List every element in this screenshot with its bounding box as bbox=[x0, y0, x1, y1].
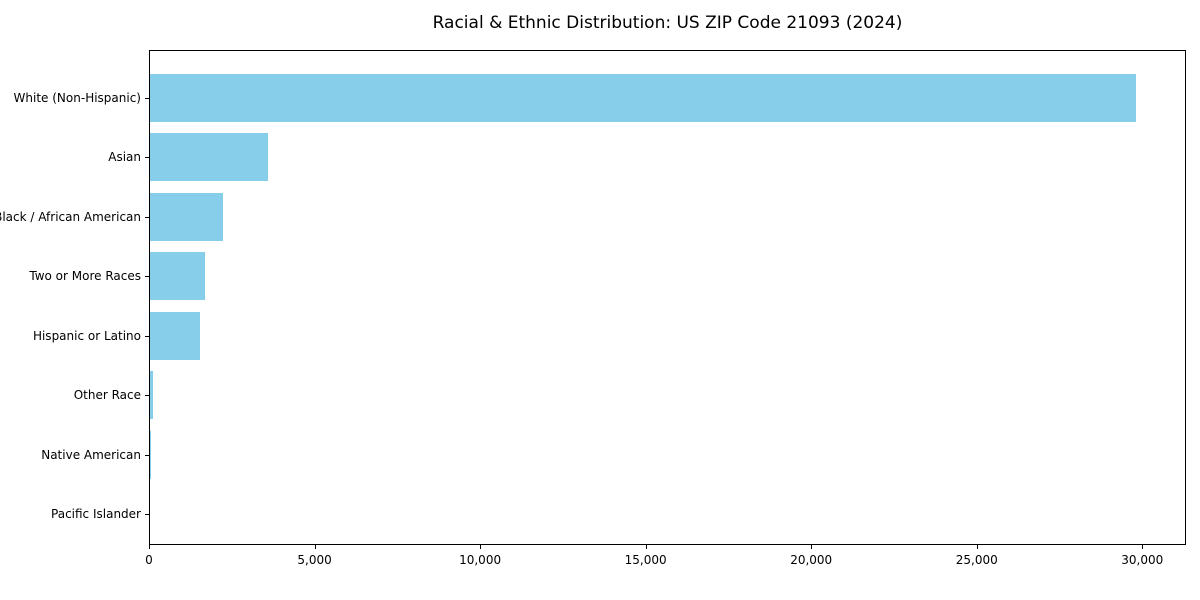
plot-area bbox=[149, 50, 1186, 545]
x-tick-mark bbox=[976, 545, 978, 549]
x-tick-label: 5,000 bbox=[297, 553, 332, 567]
x-tick-label: 15,000 bbox=[624, 553, 667, 567]
bar-black-african-american bbox=[150, 192, 223, 241]
x-tick-mark bbox=[314, 545, 316, 549]
category-label: Hispanic or Latino bbox=[32, 328, 141, 343]
y-tick-mark bbox=[145, 216, 149, 218]
bar-white-non-hispanic bbox=[150, 73, 1136, 122]
bar-hispanic-or-latino bbox=[150, 311, 200, 360]
category-label: White (Non-Hispanic) bbox=[13, 90, 141, 105]
y-tick-mark bbox=[145, 276, 149, 277]
category-label: Other Race bbox=[73, 388, 141, 402]
chart-title: Racial & Ethnic Distribution: US ZIP Cod… bbox=[432, 13, 903, 33]
x-tick-label: 0 bbox=[145, 553, 153, 567]
x-tick-label: 30,000 bbox=[1121, 553, 1164, 567]
category-label: Two or More Races bbox=[29, 269, 141, 283]
bar-two-or-more-races bbox=[150, 252, 205, 300]
category-label: Asian bbox=[108, 150, 141, 164]
bar-asian bbox=[150, 133, 269, 181]
y-tick-mark bbox=[145, 395, 149, 396]
y-tick-mark bbox=[145, 335, 149, 337]
x-tick-label: 20,000 bbox=[790, 553, 833, 567]
x-tick-mark bbox=[645, 545, 647, 549]
x-tick-label: 10,000 bbox=[459, 553, 502, 567]
y-tick-mark bbox=[145, 514, 149, 515]
y-tick-mark bbox=[145, 157, 149, 158]
x-tick-mark bbox=[1142, 545, 1144, 549]
category-label: Native American bbox=[41, 447, 141, 462]
category-label: Pacific Islander bbox=[51, 507, 141, 521]
category-label: Black / African American bbox=[0, 209, 141, 224]
x-tick-mark bbox=[149, 545, 150, 549]
y-tick-mark bbox=[145, 454, 149, 456]
y-tick-mark bbox=[145, 97, 149, 99]
x-tick-mark bbox=[811, 545, 813, 549]
bar-other-race bbox=[150, 371, 153, 419]
x-tick-mark bbox=[480, 545, 482, 549]
x-tick-label: 25,000 bbox=[955, 553, 998, 567]
